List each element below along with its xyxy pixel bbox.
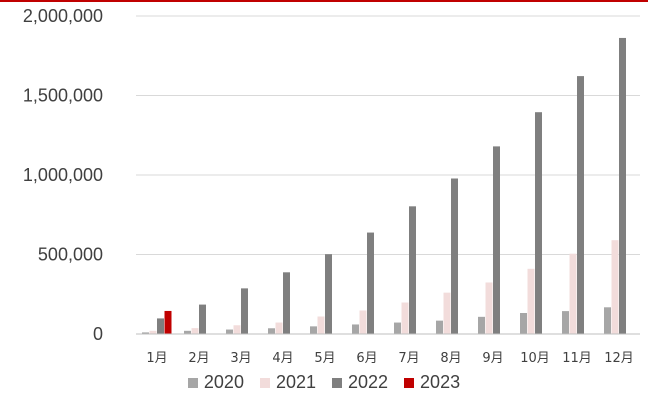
x-tick-label: 9月 bbox=[482, 351, 503, 366]
legend-label: 2020 bbox=[203, 372, 244, 392]
bar-2022-9月 bbox=[493, 146, 500, 334]
bar-2020-11月 bbox=[562, 311, 569, 334]
bar-2021-10月 bbox=[527, 268, 535, 334]
bar-2021-3月 bbox=[233, 325, 241, 334]
legend-item-2021: 2021 bbox=[259, 372, 316, 393]
bar-2022-1月 bbox=[157, 318, 164, 334]
x-tick-label: 4月 bbox=[272, 351, 293, 366]
legend-swatch bbox=[187, 377, 198, 388]
bar-2020-7月 bbox=[394, 322, 401, 334]
bars bbox=[142, 37, 626, 335]
legend-item-2020: 2020 bbox=[187, 372, 244, 393]
legend-label: 2023 bbox=[420, 372, 461, 392]
bar-2021-6月 bbox=[359, 310, 367, 334]
bar-chart: 0 500,000 1,000,000 1,500,000 2,000,000 1月 2月… bbox=[23, 6, 640, 366]
bar-2020-8月 bbox=[436, 320, 443, 334]
x-tick-label: 12月 bbox=[604, 351, 634, 366]
legend: 2020 2021 2022 2023 bbox=[0, 372, 648, 393]
legend-swatch bbox=[259, 377, 270, 388]
bar-2021-4月 bbox=[275, 322, 283, 334]
bar-2020-1月 bbox=[142, 332, 149, 334]
y-tick-label: 1,500,000 bbox=[23, 86, 103, 106]
legend-item-2022: 2022 bbox=[332, 372, 388, 393]
x-tick-label: 1月 bbox=[146, 351, 167, 366]
bar-2021-8月 bbox=[443, 292, 451, 334]
x-tick-label: 5月 bbox=[314, 351, 335, 366]
y-axis-ticks: 0 500,000 1,000,000 1,500,000 2,000,000 bbox=[23, 6, 103, 344]
y-tick-label: 2,000,000 bbox=[23, 6, 103, 26]
bar-2021-2月 bbox=[191, 328, 199, 334]
bar-2021-7月 bbox=[401, 302, 409, 334]
bar-2023-1月 bbox=[164, 310, 172, 334]
bar-2021-12月 bbox=[611, 240, 619, 334]
bar-2020-4月 bbox=[268, 328, 275, 334]
legend-item-2023: 2023 bbox=[404, 372, 460, 393]
legend-swatch bbox=[404, 377, 415, 388]
x-tick-label: 7月 bbox=[398, 351, 419, 366]
x-tick-label: 3月 bbox=[230, 351, 251, 366]
bar-2022-2月 bbox=[199, 304, 206, 334]
legend-label: 2022 bbox=[348, 372, 389, 392]
bar-2022-11月 bbox=[577, 76, 584, 335]
x-tick-label: 8月 bbox=[440, 351, 461, 366]
legend-label: 2021 bbox=[275, 372, 316, 392]
top-border bbox=[0, 0, 648, 2]
x-tick-label: 10月 bbox=[520, 351, 550, 366]
bar-2022-7月 bbox=[409, 206, 416, 334]
x-tick-label: 2月 bbox=[188, 351, 209, 366]
bar-2022-8月 bbox=[451, 178, 458, 334]
bar-2020-10月 bbox=[520, 313, 527, 334]
x-tick-label: 6月 bbox=[356, 351, 377, 366]
bar-2022-5月 bbox=[325, 254, 332, 334]
bar-2021-9月 bbox=[485, 282, 493, 334]
bar-2022-12月 bbox=[619, 37, 626, 334]
bar-2020-9月 bbox=[478, 316, 485, 334]
bar-2021-11月 bbox=[569, 253, 577, 334]
bar-2020-6月 bbox=[352, 324, 359, 334]
bar-2022-3月 bbox=[241, 288, 248, 334]
legend-swatch bbox=[332, 377, 342, 388]
gridlines bbox=[136, 15, 640, 255]
bar-2020-2月 bbox=[184, 330, 191, 334]
x-axis-ticks: 1月 2月 3月 4月 5月 6月 7月 8月 9月 10月 11月 12月 bbox=[146, 351, 633, 366]
y-tick-label: 500,000 bbox=[38, 245, 103, 265]
bar-2020-12月 bbox=[604, 307, 611, 334]
bar-2020-5月 bbox=[310, 326, 317, 334]
y-tick-label: 1,000,000 bbox=[23, 165, 103, 185]
bar-2021-5月 bbox=[317, 316, 325, 334]
bar-2021-1月 bbox=[149, 330, 157, 334]
bar-2022-10月 bbox=[535, 112, 542, 334]
bar-2022-6月 bbox=[367, 232, 374, 334]
y-tick-label: 0 bbox=[93, 324, 103, 344]
x-tick-label: 11月 bbox=[562, 351, 592, 366]
bar-2020-3月 bbox=[226, 329, 233, 334]
bar-2022-4月 bbox=[283, 272, 290, 334]
